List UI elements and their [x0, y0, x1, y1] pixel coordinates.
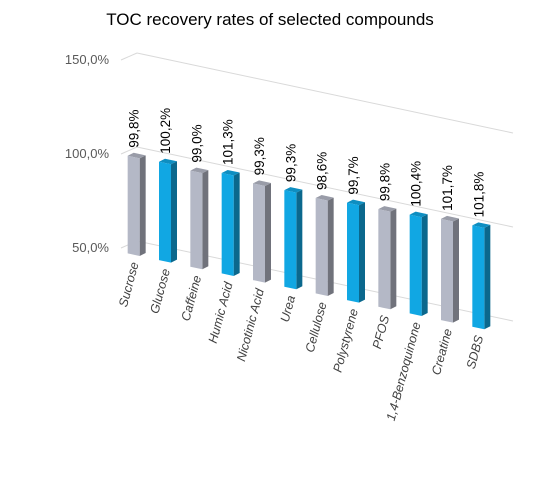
data-label: 100,4%: [409, 161, 424, 207]
bar: [409, 214, 422, 316]
category-label: 1,4-Benzoquinone: [384, 321, 424, 423]
data-label: 99,0%: [189, 124, 204, 162]
bar: [253, 183, 265, 283]
y-tick-label: 50,0%: [72, 240, 109, 255]
bar-side: [390, 208, 397, 310]
bar-top: [284, 187, 303, 193]
bar: [315, 198, 328, 296]
bar: [127, 155, 140, 256]
category-label: Sucrose: [116, 261, 141, 309]
category-label: Nicotinic Acid: [234, 286, 267, 363]
bar-side: [484, 224, 491, 330]
bar-top: [409, 211, 428, 218]
gridline-edge: [120, 146, 138, 155]
bar-top: [159, 158, 177, 165]
gridline: [136, 146, 514, 228]
bar: [221, 172, 234, 276]
category-label: Humic Acid: [206, 280, 236, 345]
bar-side: [171, 161, 177, 263]
bar: [472, 225, 485, 330]
bar: [347, 202, 359, 303]
bar-top: [253, 180, 271, 186]
bar-side: [421, 214, 428, 316]
bar-side: [233, 172, 240, 276]
bar: [441, 218, 453, 323]
bar-side: [327, 197, 334, 296]
category-label: Cellulose: [303, 301, 330, 354]
bar-side: [296, 189, 303, 290]
y-tick-label: 150,0%: [65, 52, 110, 67]
category-label: Creatine: [429, 327, 455, 376]
category-label: SDBS: [464, 333, 487, 370]
bar: [378, 209, 391, 310]
data-label: 101,8%: [471, 172, 486, 218]
bar-side: [453, 218, 459, 323]
data-label: 101,7%: [440, 165, 455, 211]
bar-side: [359, 202, 365, 303]
bar-side: [202, 170, 209, 270]
data-label: 99,3%: [252, 137, 267, 175]
bar-top: [472, 222, 491, 228]
data-label: 100,2%: [158, 108, 173, 154]
bar-top: [221, 169, 240, 176]
data-label: 101,3%: [221, 119, 236, 165]
y-tick-label: 100,0%: [65, 146, 110, 161]
bar-top: [315, 195, 334, 201]
data-label: 99,8%: [127, 110, 142, 148]
data-label: 98,6%: [315, 152, 330, 190]
data-label: 99,7%: [346, 156, 361, 194]
bar: [190, 170, 203, 270]
bar-top: [347, 199, 365, 206]
category-label: Urea: [278, 294, 299, 324]
category-label: Polystyrene: [330, 307, 360, 374]
data-label: 99,3%: [283, 144, 298, 182]
bar-top: [441, 215, 459, 222]
gridline: [136, 52, 514, 134]
category-label: PFOS: [370, 313, 393, 350]
chart-title: TOC recovery rates of selected compounds: [106, 10, 434, 29]
bar: [284, 190, 297, 290]
gridline-edge: [120, 52, 138, 61]
bar-top: [190, 167, 209, 174]
category-label: Caffeine: [179, 274, 205, 323]
bar-side: [265, 182, 271, 283]
bar-top: [127, 152, 146, 159]
data-label: 99,8%: [377, 163, 392, 201]
category-label: Glucose: [148, 267, 173, 315]
bar-side: [139, 155, 146, 256]
bar: [159, 161, 171, 263]
bar-top: [378, 206, 397, 212]
